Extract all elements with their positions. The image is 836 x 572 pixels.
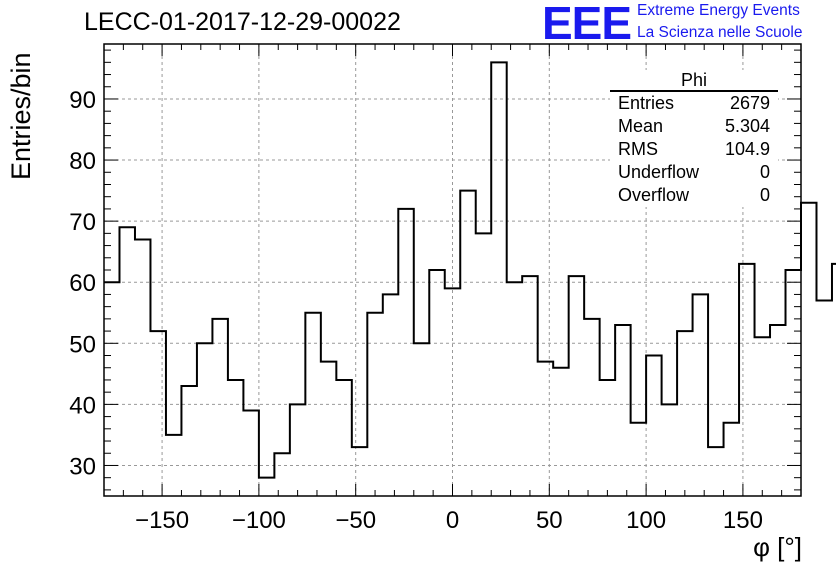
stats-label: Overflow — [618, 185, 690, 205]
stats-label: Entries — [618, 93, 675, 113]
stats-value: 0 — [759, 162, 770, 182]
stats-value: 5.304 — [724, 116, 770, 136]
stats-row-overflow: Overflow 0 — [610, 184, 778, 207]
x-tick-label: 150 — [723, 507, 763, 534]
stats-row-entries: Entries 2679 — [610, 92, 778, 115]
stats-row-underflow: Underflow 0 — [610, 161, 778, 184]
stats-box: Phi Entries 2679 Mean 5.304 RMS 104.9 Un… — [610, 70, 778, 207]
x-tick-label: −50 — [335, 507, 376, 534]
stats-label: Mean — [618, 116, 664, 136]
stats-label: RMS — [618, 139, 658, 159]
stats-value: 2679 — [729, 93, 770, 113]
x-tick-label: −150 — [135, 507, 189, 534]
y-tick-label: 70 — [69, 209, 96, 236]
histogram-line — [104, 61, 836, 479]
x-axis-label: φ [°] — [753, 532, 802, 562]
eee-logo: EEE — [542, 0, 632, 49]
stats-value: 104.9 — [724, 139, 770, 159]
stats-row-rms: RMS 104.9 — [610, 138, 778, 161]
chart-title: LECC-01-2017-12-29-00022 — [84, 8, 401, 36]
x-tick-label: −100 — [232, 507, 286, 534]
stats-row-mean: Mean 5.304 — [610, 115, 778, 138]
y-tick-label: 40 — [69, 392, 96, 419]
y-tick-label: 90 — [69, 87, 96, 114]
x-tick-label: 0 — [446, 507, 459, 534]
stats-title: Phi — [610, 70, 778, 92]
logo-line-1: Extreme Energy Events — [637, 2, 800, 19]
y-tick-label: 30 — [69, 453, 96, 480]
stats-label: Underflow — [618, 162, 700, 182]
stats-value: 0 — [759, 185, 770, 205]
y-axis-label: Entries/bin — [6, 52, 36, 180]
y-tick-label: 60 — [69, 270, 96, 297]
y-tick-label: 80 — [69, 148, 96, 175]
x-tick-label: 50 — [536, 507, 563, 534]
logo-line-2: La Scienza nelle Scuole — [637, 24, 803, 41]
x-tick-label: 100 — [626, 507, 666, 534]
y-tick-label: 50 — [69, 331, 96, 358]
